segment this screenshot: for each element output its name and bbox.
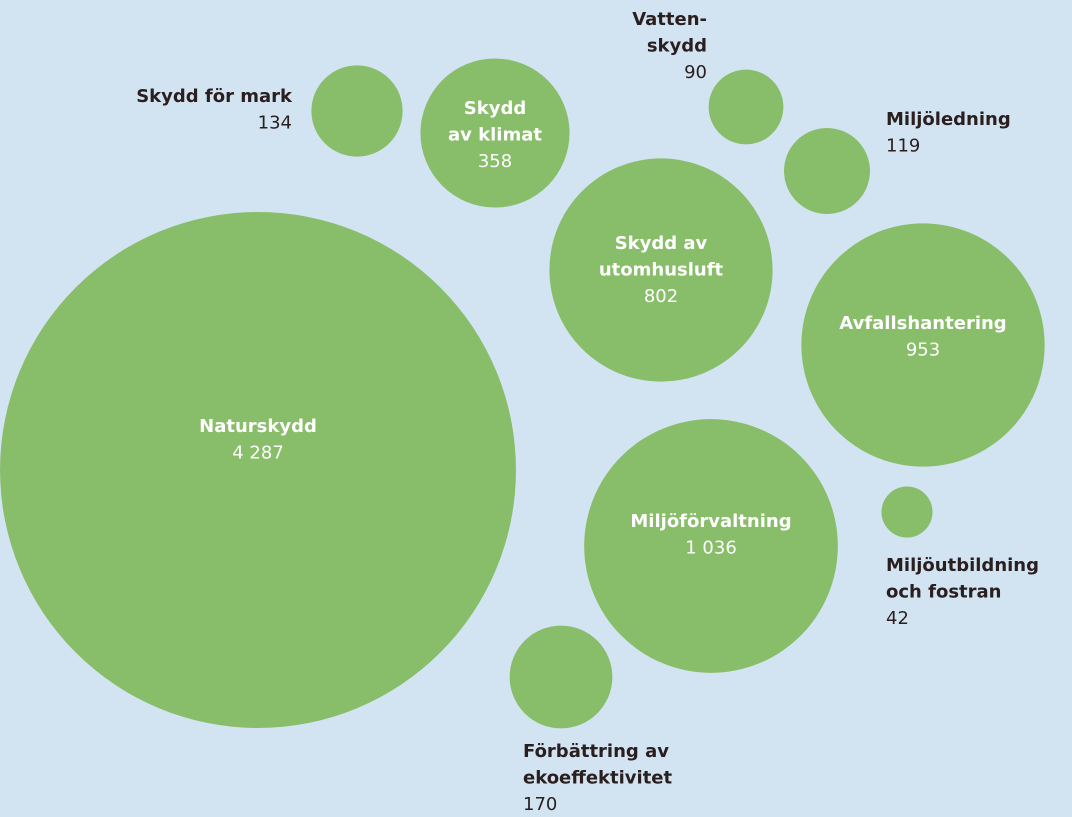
value-label: 170 bbox=[523, 794, 557, 815]
bubble-label: Skydd av bbox=[615, 233, 708, 254]
value-label: 953 bbox=[906, 340, 940, 361]
bubble bbox=[420, 58, 570, 208]
bubble bbox=[784, 128, 870, 214]
bubble-label: Miljöförvaltning bbox=[630, 511, 791, 532]
bubble bbox=[801, 223, 1045, 467]
value-label: 119 bbox=[886, 136, 920, 157]
value-label: 802 bbox=[644, 286, 678, 307]
value-label: 4 287 bbox=[232, 443, 284, 464]
value-label: 42 bbox=[886, 608, 909, 629]
bubble-label: Naturskydd bbox=[199, 416, 317, 437]
value-label: 1 036 bbox=[685, 538, 737, 559]
bubble-label: utomhusluft bbox=[599, 260, 724, 281]
bubble-label: och fostran bbox=[886, 582, 1001, 603]
bubble-label: Miljöutbildning bbox=[886, 555, 1039, 576]
bubble bbox=[311, 65, 403, 157]
bubble-label: skydd bbox=[647, 36, 707, 57]
bubble bbox=[549, 158, 773, 382]
bubble-label: Skydd för mark bbox=[136, 86, 293, 107]
bubble-label: Miljöledning bbox=[886, 109, 1011, 130]
bubble bbox=[509, 625, 613, 729]
value-label: 90 bbox=[684, 62, 707, 83]
bubble bbox=[708, 69, 784, 145]
bubble-label: av klimat bbox=[448, 125, 542, 146]
bubble bbox=[881, 486, 933, 538]
bubble-label: Vatten- bbox=[632, 9, 707, 30]
bubble-label: ekoeffektivitet bbox=[523, 768, 673, 789]
bubble-label: Förbättring av bbox=[523, 741, 669, 762]
value-label: 134 bbox=[258, 113, 292, 134]
bubble bbox=[584, 419, 838, 673]
bubble-label: Avfallshantering bbox=[839, 313, 1006, 334]
bubble-label: Skydd bbox=[464, 98, 526, 119]
bubble bbox=[0, 212, 516, 728]
value-label: 358 bbox=[478, 151, 512, 172]
